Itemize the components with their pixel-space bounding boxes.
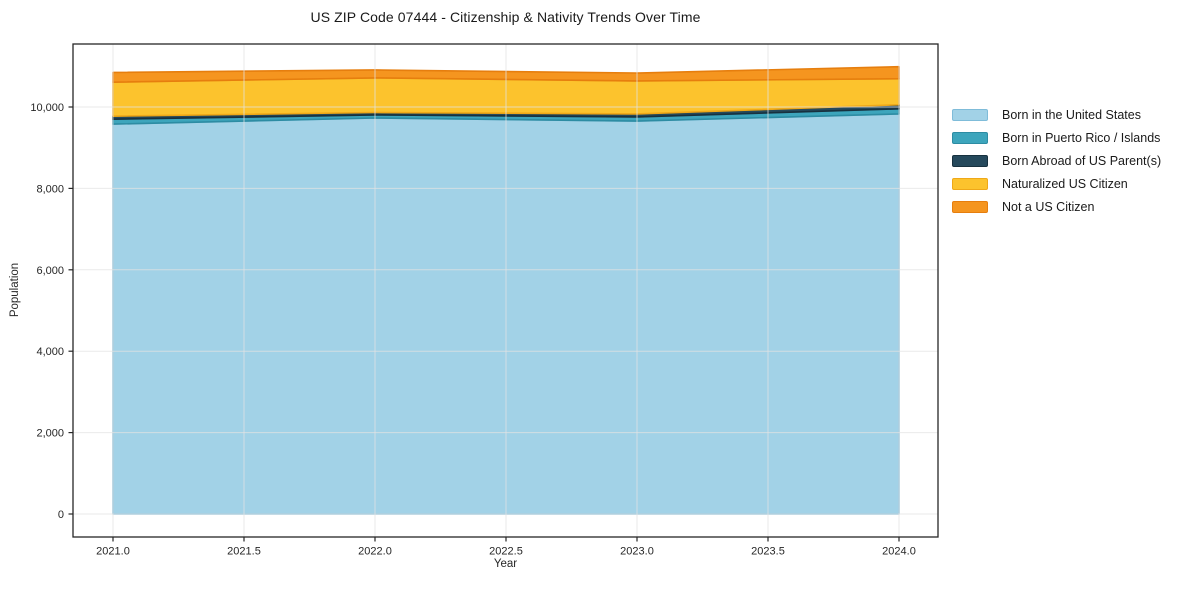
y-tick-label: 8,000 xyxy=(36,183,64,195)
chart-title: US ZIP Code 07444 - Citizenship & Nativi… xyxy=(310,9,701,25)
y-tick-label: 0 xyxy=(58,509,64,521)
legend-item-not-citizen: Not a US Citizen xyxy=(952,195,1161,218)
legend-item-born-in-puerto-rico: Born in Puerto Rico / Islands xyxy=(952,126,1161,149)
legend-item-born-in-us: Born in the United States xyxy=(952,103,1161,126)
x-tick-label: 2021.0 xyxy=(96,546,130,558)
y-tick-label: 10,000 xyxy=(30,102,64,114)
x-tick-label: 2021.5 xyxy=(227,546,261,558)
x-tick-label: 2023.5 xyxy=(751,546,785,558)
x-tick-label: 2022.0 xyxy=(358,546,392,558)
legend-swatch-naturalized xyxy=(952,177,988,190)
legend-label: Not a US Citizen xyxy=(1002,199,1095,214)
legend-label: Born in the United States xyxy=(1002,107,1141,122)
legend-item-naturalized: Naturalized US Citizen xyxy=(952,172,1161,195)
legend-swatch-born-in-us xyxy=(952,108,988,121)
y-tick-label: 2,000 xyxy=(36,428,64,440)
legend-swatch-born-in-puerto-rico xyxy=(952,131,988,144)
y-tick-label: 4,000 xyxy=(36,346,64,358)
legend-swatch-born-abroad xyxy=(952,154,988,167)
legend-label: Born Abroad of US Parent(s) xyxy=(1002,153,1162,168)
legend: Born in the United States Born in Puerto… xyxy=(952,103,1162,218)
legend-swatch-not-citizen xyxy=(952,200,988,213)
legend-label: Born in Puerto Rico / Islands xyxy=(1002,130,1161,145)
legend-item-born-abroad: Born Abroad of US Parent(s) xyxy=(952,149,1161,172)
x-tick-label: 2023.0 xyxy=(620,546,654,558)
y-tick-label: 6,000 xyxy=(36,265,64,277)
x-tick-label: 2022.5 xyxy=(489,546,523,558)
x-tick-label: 2024.0 xyxy=(882,546,916,558)
legend-label: Naturalized US Citizen xyxy=(1002,176,1128,191)
x-axis-label: Year xyxy=(493,558,518,570)
